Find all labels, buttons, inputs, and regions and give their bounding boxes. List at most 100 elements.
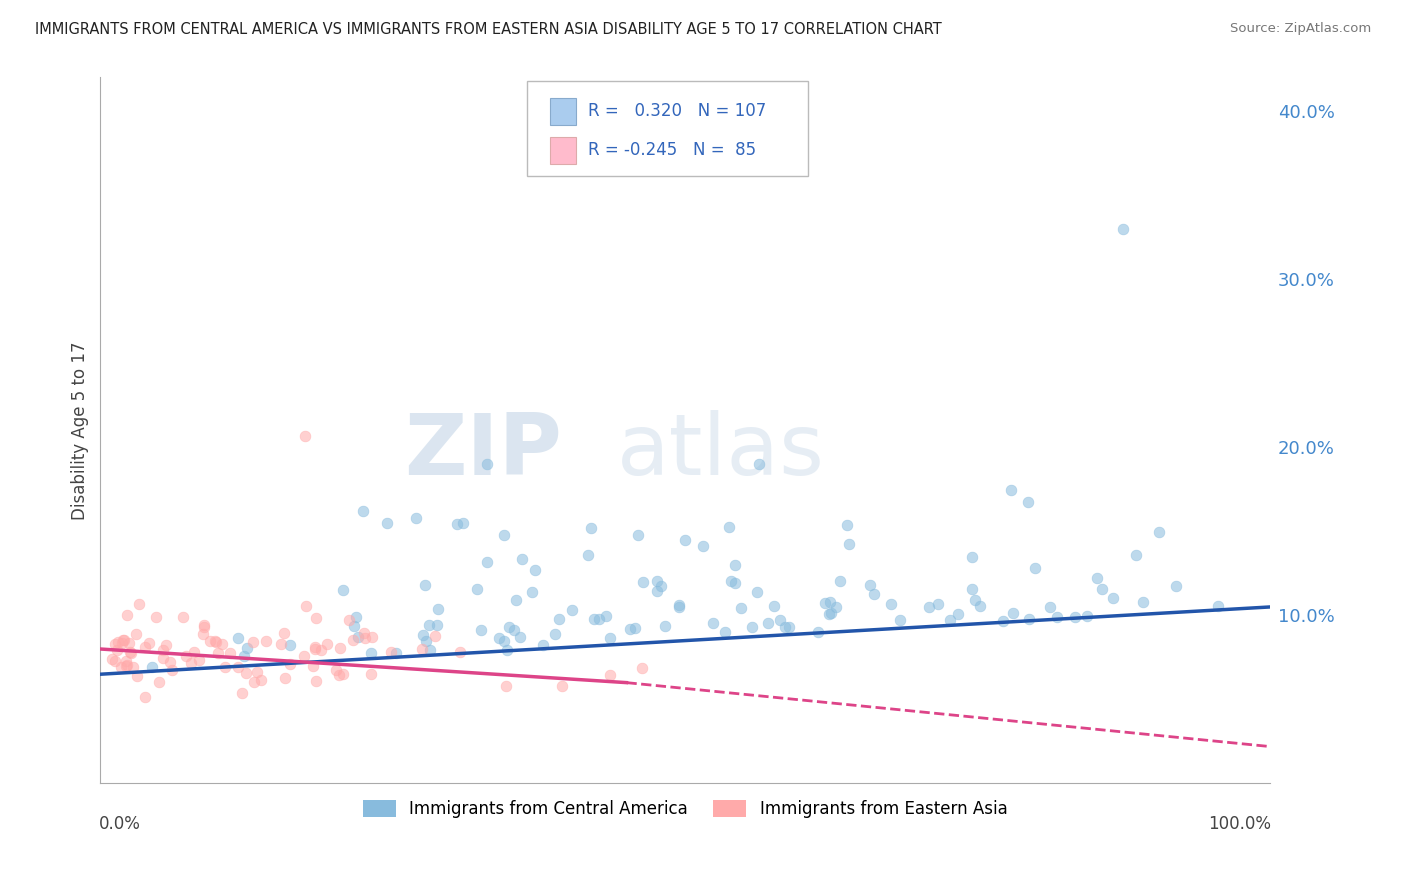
Point bbox=[960, 550, 983, 565]
Point bbox=[1206, 599, 1229, 614]
Point bbox=[1147, 524, 1170, 539]
Point bbox=[242, 635, 264, 649]
Point bbox=[510, 552, 533, 566]
Point bbox=[332, 667, 354, 681]
Point bbox=[329, 641, 352, 656]
Point bbox=[145, 609, 167, 624]
Text: R = -0.245   N =  85: R = -0.245 N = 85 bbox=[588, 141, 756, 159]
Text: IMMIGRANTS FROM CENTRAL AMERICA VS IMMIGRANTS FROM EASTERN ASIA DISABILITY AGE 5: IMMIGRANTS FROM CENTRAL AMERICA VS IMMIG… bbox=[35, 22, 942, 37]
Point bbox=[112, 633, 135, 648]
Point bbox=[114, 654, 136, 668]
Point bbox=[292, 648, 315, 663]
Point bbox=[619, 622, 641, 636]
Point bbox=[405, 511, 427, 525]
Point bbox=[470, 624, 492, 638]
Point bbox=[325, 663, 347, 677]
Point bbox=[360, 666, 382, 681]
Legend: Immigrants from Central America, Immigrants from Eastern Asia: Immigrants from Central America, Immigra… bbox=[356, 793, 1014, 824]
Point bbox=[814, 596, 837, 610]
Point bbox=[548, 611, 571, 625]
Point bbox=[633, 575, 655, 590]
Point bbox=[673, 533, 696, 547]
Point bbox=[305, 673, 328, 688]
Point bbox=[162, 663, 184, 677]
Point bbox=[193, 618, 215, 632]
Point bbox=[969, 599, 991, 614]
Point bbox=[159, 656, 181, 670]
Point bbox=[1085, 571, 1108, 585]
Point bbox=[595, 609, 617, 624]
Point bbox=[249, 673, 271, 687]
Point bbox=[492, 527, 515, 541]
Point bbox=[254, 634, 277, 648]
Point bbox=[1000, 483, 1022, 497]
Point bbox=[505, 593, 527, 607]
Point bbox=[645, 584, 668, 599]
Point bbox=[717, 520, 740, 534]
Point bbox=[426, 618, 449, 632]
FancyBboxPatch shape bbox=[551, 98, 576, 125]
Point bbox=[496, 643, 519, 657]
Point bbox=[294, 428, 316, 442]
Text: Source: ZipAtlas.com: Source: ZipAtlas.com bbox=[1230, 22, 1371, 36]
Point bbox=[412, 628, 434, 642]
Point bbox=[962, 582, 984, 596]
Point bbox=[360, 630, 382, 644]
Point bbox=[551, 678, 574, 692]
Point bbox=[148, 674, 170, 689]
Point bbox=[650, 579, 672, 593]
Point bbox=[375, 516, 398, 530]
Point bbox=[631, 661, 654, 675]
Point bbox=[343, 619, 366, 633]
Point bbox=[337, 613, 360, 627]
Point bbox=[599, 631, 621, 645]
Point bbox=[825, 600, 848, 615]
Point bbox=[219, 646, 242, 660]
Point bbox=[138, 636, 160, 650]
Point bbox=[205, 634, 228, 648]
Point bbox=[273, 625, 295, 640]
Point bbox=[193, 627, 215, 641]
Point bbox=[214, 659, 236, 673]
Point bbox=[204, 633, 226, 648]
Point bbox=[820, 595, 842, 609]
Point bbox=[561, 603, 583, 617]
Point bbox=[125, 626, 148, 640]
Point bbox=[134, 690, 156, 705]
Point bbox=[415, 634, 437, 648]
Point bbox=[104, 654, 127, 668]
Point bbox=[110, 660, 132, 674]
Point bbox=[101, 652, 124, 666]
Point bbox=[488, 632, 510, 646]
Point bbox=[745, 585, 768, 599]
Point bbox=[880, 597, 903, 611]
Point bbox=[342, 632, 364, 647]
Point bbox=[1076, 609, 1098, 624]
Point bbox=[352, 504, 374, 518]
Point bbox=[174, 648, 197, 663]
Point bbox=[1091, 582, 1114, 597]
Point bbox=[304, 640, 326, 654]
Point bbox=[183, 645, 205, 659]
Point bbox=[232, 649, 254, 664]
Point bbox=[645, 574, 668, 589]
Point bbox=[294, 599, 316, 613]
Text: ZIP: ZIP bbox=[405, 410, 562, 493]
Point bbox=[1017, 495, 1039, 509]
Point bbox=[411, 642, 433, 657]
Point bbox=[465, 582, 488, 597]
Point bbox=[1018, 612, 1040, 626]
FancyBboxPatch shape bbox=[551, 136, 576, 163]
Point bbox=[581, 521, 603, 535]
Point bbox=[889, 613, 911, 627]
Point bbox=[720, 574, 742, 588]
Text: atlas: atlas bbox=[617, 410, 825, 493]
Point bbox=[820, 607, 842, 621]
Point bbox=[446, 517, 468, 532]
FancyBboxPatch shape bbox=[527, 81, 807, 177]
Point bbox=[668, 600, 690, 615]
Point bbox=[413, 577, 436, 591]
Point bbox=[243, 675, 266, 690]
Point bbox=[141, 660, 163, 674]
Point bbox=[730, 601, 752, 615]
